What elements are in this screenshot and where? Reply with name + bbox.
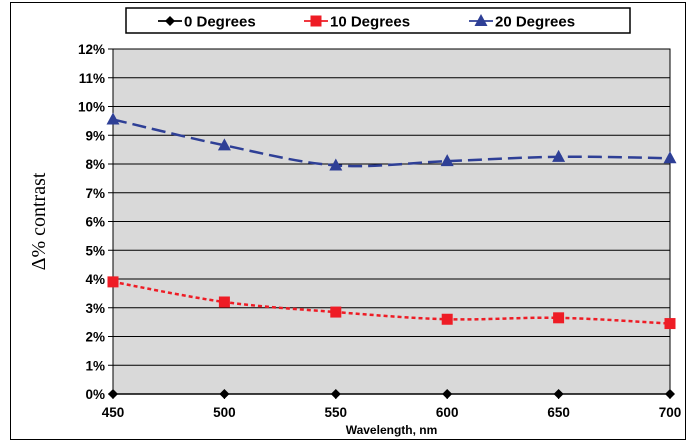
data-point-10-degrees [218,296,230,308]
y-tick-label: 0% [85,387,105,402]
x-tick-label: 600 [436,405,459,420]
data-point-10-degrees [441,313,453,325]
series-line-10-degrees [112,280,671,325]
x-axis-ticks: 450 500 550 600 650 700 [102,394,682,420]
y-tick-label: 9% [85,128,105,143]
y-tick-label: 6% [85,215,105,230]
data-point-0-degrees [553,389,564,399]
x-tick-label: 700 [659,405,682,420]
y-tick-label: 5% [85,243,105,258]
y-tick-label: 4% [85,272,105,287]
data-point-0-degrees [665,389,675,399]
data-point-20-degrees [552,149,566,162]
y-tick-label: 10% [78,100,105,115]
x-axis-title: Wavelength, nm [346,423,438,437]
x-tick-label: 450 [102,405,125,420]
x-tick-label: 500 [213,405,236,420]
series-line-20-degrees [112,118,671,168]
legend-label-20-degrees: 20 Degrees [495,14,575,31]
data-point-20-degrees [217,138,231,151]
data-point-20-degrees [106,112,120,125]
data-point-20-degrees [329,158,343,171]
gridlines [113,48,670,366]
legend-marker-20-degrees [474,14,488,26]
y-tick-label: 7% [85,186,105,201]
y-axis-title: Δ% contrast [28,172,50,270]
legend-box [125,7,631,34]
legend-label-10-degrees: 10 Degrees [330,14,410,31]
data-point-0-degrees [330,389,341,399]
legend: 0 Degrees 10 Degrees 20 Degrees [125,7,631,34]
legend-marker-0-degrees [165,16,175,26]
data-point-0-degrees [219,389,230,399]
data-point-20-degrees [440,154,454,167]
series-group [106,112,677,399]
x-tick-label: 650 [547,405,570,420]
data-point-10-degrees [330,306,342,318]
y-tick-label: 1% [85,358,105,373]
legend-marker-10-degrees [310,15,322,27]
data-point-10-degrees [107,276,119,288]
data-point-10-degrees [664,318,676,330]
data-point-20-degrees [663,151,677,164]
y-tick-label: 12% [78,42,105,57]
y-tick-label: 8% [85,157,105,172]
y-tick-label: 2% [85,330,105,345]
x-tick-label: 550 [325,405,348,420]
data-point-10-degrees [553,312,565,324]
y-axis-ticks: 0% 1% 2% 3% 4% 5% 6% 7% 8% 9% 10% 11% 12% [78,42,113,402]
legend-label-0-degrees: 0 Degrees [184,14,256,31]
y-tick-label: 11% [79,71,105,86]
data-point-0-degrees [108,389,118,399]
y-tick-label: 3% [85,301,105,316]
data-point-0-degrees [442,389,453,399]
